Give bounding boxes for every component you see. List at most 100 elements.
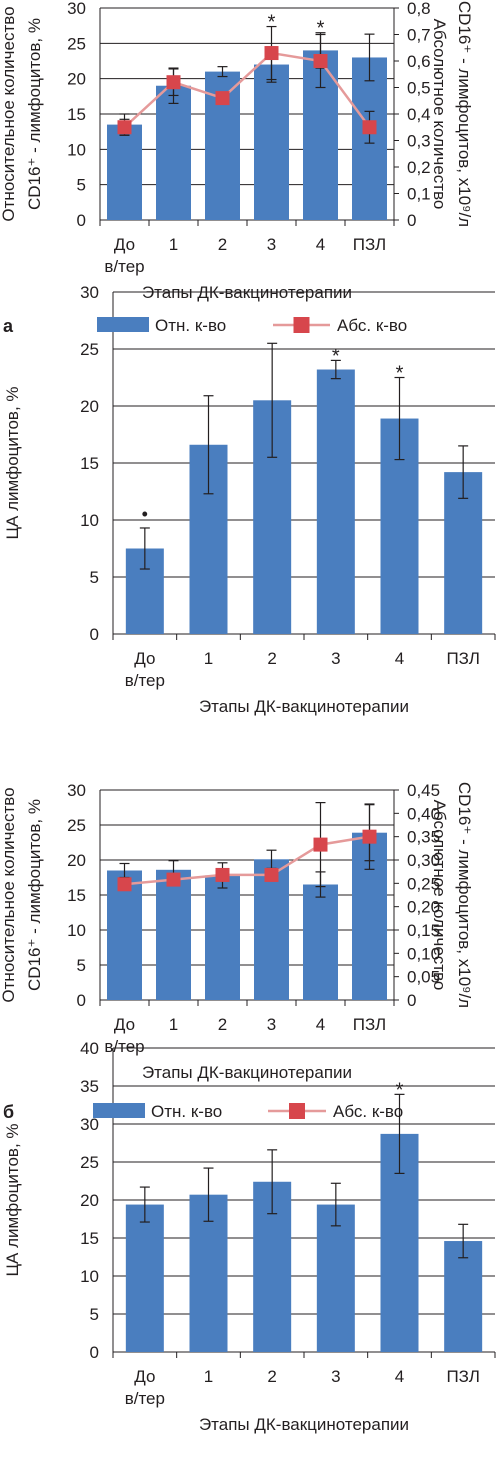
legend-1: а Отн. к-во Абс. к-во [3,316,407,336]
y2-axis-label: CD16⁺ - лимфоцитов, х10⁹/л [455,1,474,227]
x-tick-label: До в/тер [104,235,144,276]
bar [107,870,142,1000]
x-tick-label: 2 [218,235,227,254]
abs-marker [117,120,132,135]
legend-bar-swatch [97,317,149,332]
y-tick-label: 0 [90,1343,99,1362]
bar [156,85,191,220]
y-tick-label: 40 [80,1039,99,1058]
y2-tick-label: 0,05 [407,968,440,987]
legend-bar-label: Отн. к-во [155,316,226,335]
bar [444,472,483,634]
x-tick-label: ПЗЛ [446,649,479,668]
legend-bar-swatch [93,1103,145,1118]
x-tick-label: 4 [395,1367,404,1386]
bar [444,1241,483,1352]
y-tick-label: 30 [80,283,99,302]
y2-tick-label: 0 [407,211,416,230]
x-tick-label: 1 [169,1015,178,1034]
y-tick-label: 15 [67,886,86,905]
x-tick-label: 1 [204,649,213,668]
y-axis-label: CD16⁺ - лимфоцитов, % [25,799,44,991]
abs-marker [166,75,181,90]
x-tick-label-line: До [114,235,135,254]
x-axis-label: Этапы ДК-вакцинотерапии [142,1063,352,1082]
y-tick-label: 25 [67,34,86,53]
abs-marker [362,829,377,844]
y-tick-label: 15 [80,1229,99,1248]
y-tick-label: 10 [80,1267,99,1286]
abs-marker [117,877,132,892]
x-tick-label-line: в/тер [125,1389,165,1408]
y-tick-label: 20 [80,1191,99,1210]
bar [254,64,289,221]
x-tick-label: 2 [218,1015,227,1034]
x-tick-label: 2 [267,649,276,668]
abs-marker [313,54,328,68]
bar [156,869,191,1000]
x-tick-label-line: в/тер [104,257,144,276]
y-axis-label: CD16⁺ - лимфоцитов, % [25,18,44,210]
y-tick-label: 15 [67,105,86,124]
y-tick-label: 10 [67,921,86,940]
y2-axis-label: Абсолютное количество [430,19,449,210]
legend-2: б Отн. к-во Абс. к-во [3,1102,403,1122]
significance-mark: • [142,504,148,524]
x-tick-label: 3 [331,1367,340,1386]
y-tick-label: 35 [80,1077,99,1096]
y2-tick-label: 0,7 [407,26,431,45]
bar [303,884,338,1000]
y2-tick-label: 0,8 [407,0,431,18]
y2-tick-label: 0,5 [407,79,431,98]
y2-tick-label: 0,1 [407,185,431,204]
y-tick-label: 20 [80,397,99,416]
y2-tick-label: 0,25 [407,874,440,893]
y2-tick-label: 0 [407,991,416,1010]
y-tick-label: 5 [77,956,86,975]
significance-mark: * [317,18,325,40]
y-tick-label: 30 [67,781,86,800]
y-tick-label: 5 [90,568,99,587]
y-tick-label: 0 [90,625,99,644]
abs-marker [362,120,377,135]
y2-tick-label: 0,15 [407,921,440,940]
y-tick-label: 10 [67,140,86,159]
abs-marker [264,46,279,61]
x-tick-label-line: До [114,1015,135,1034]
x-tick-label: 2 [267,1367,276,1386]
abs-line [124,835,370,886]
bar [107,124,142,220]
bar [316,369,355,634]
y2-tick-label: 0,10 [407,944,440,963]
x-tick-label: До в/тер [104,1015,144,1056]
y2-tick-label: 0,30 [407,851,440,870]
y-tick-label: 0 [77,211,86,230]
x-tick-label: 3 [331,649,340,668]
y2-tick-label: 0,20 [407,898,440,917]
y-tick-label: 25 [80,340,99,359]
x-tick-label: 4 [316,1015,325,1034]
y-tick-label: 15 [80,454,99,473]
y-tick-label: 25 [80,1153,99,1172]
y2-tick-label: 0,4 [407,105,431,124]
y-tick-label: 30 [80,1115,99,1134]
bar [205,875,240,1000]
y-tick-label: 5 [90,1305,99,1324]
y-axis-label: ЦА лимфоцитов, % [3,1123,22,1276]
x-tick-label: ПЗЛ [353,235,386,254]
y2-tick-label: 0,3 [407,132,431,151]
abs-marker [264,867,279,882]
x-tick-label: 1 [169,235,178,254]
bar [254,859,289,1000]
y-tick-label: 5 [77,176,86,195]
y-tick-label: 20 [67,70,86,89]
x-tick-label: До в/тер [125,1367,165,1408]
x-tick-label: 4 [395,649,404,668]
x-tick-label: 1 [204,1367,213,1386]
chart-2: 0 5 10 15 20 25 30 • * * До в/тер 1 2 3 4 ПЗЛ Этапы ДК-ва… [3,283,496,716]
y-tick-label: 0 [77,991,86,1010]
x-axis-label: Этапы ДК-вакцинотерапии [199,697,409,716]
y-axis-label: Относительное количество [0,787,18,1002]
y2-tick-label: 0,40 [407,804,440,823]
